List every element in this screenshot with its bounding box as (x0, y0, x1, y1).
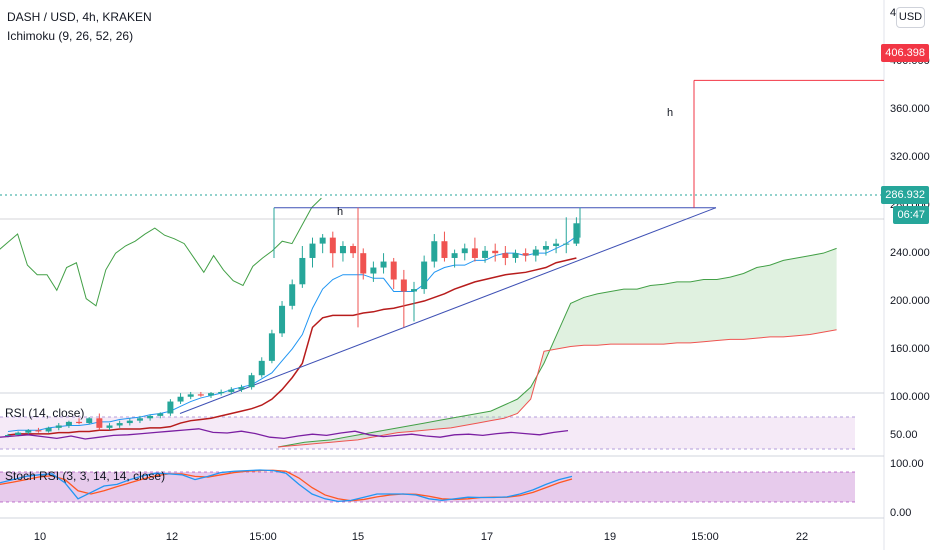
candle-body (451, 253, 458, 258)
candle-body (147, 415, 154, 419)
x-tick-label: 15:00 (691, 531, 719, 543)
candle-body (542, 246, 549, 250)
current-price-badge: 286.932 (881, 186, 929, 204)
leading-span-a (277, 247, 837, 448)
price-tick-label: 240.000 (890, 247, 930, 259)
candle-body (350, 246, 357, 254)
candle-body (5, 435, 11, 437)
candle-body (289, 284, 296, 306)
candle-body (187, 394, 194, 397)
candle-body (218, 391, 225, 394)
candle-body (15, 432, 22, 436)
x-tick-label: 15 (352, 531, 364, 543)
x-tick-label: 12 (166, 531, 178, 543)
candle-body (553, 243, 560, 246)
price-tick-label: 4 (890, 7, 896, 19)
ichimoku-cloud (278, 248, 837, 447)
price-tick-label: 160.000 (890, 343, 930, 355)
candle-body (167, 401, 174, 414)
candle-body (339, 246, 346, 254)
candle-body (573, 223, 580, 244)
candle-body (65, 421, 72, 426)
candle-body (532, 249, 539, 256)
countdown-badge: 06:47 (893, 206, 929, 224)
candle-body (360, 253, 367, 274)
candle-body (157, 413, 164, 416)
candle-body (238, 387, 245, 390)
candle-body (126, 420, 133, 424)
candle-body (370, 267, 377, 274)
height-label-right: h (667, 107, 673, 119)
candle-body (502, 253, 509, 258)
conversion-line (7, 236, 577, 432)
candle-body (390, 261, 397, 280)
candle-body (482, 250, 489, 258)
price-tick-label: 320.000 (890, 151, 930, 163)
candle-body (319, 237, 326, 244)
x-tick-label: 17 (481, 531, 493, 543)
candle-body (116, 423, 123, 426)
currency-button[interactable]: USD (896, 7, 925, 28)
x-tick-label: 15:00 (249, 531, 277, 543)
x-tick-label: 10 (34, 531, 46, 543)
candle-body (471, 248, 478, 258)
candle-body (522, 253, 529, 256)
candle-body (512, 253, 519, 258)
candle-body (441, 241, 448, 258)
candle-body (197, 394, 204, 396)
price-tick-label: 360.000 (890, 103, 930, 115)
candle-body (461, 248, 468, 254)
stoch-rsi-label: Stoch RSI (3, 3, 14, 14, close) (5, 469, 166, 483)
base-line (7, 257, 577, 436)
candle-body (299, 257, 306, 285)
candle-body (136, 418, 143, 421)
candle-body (329, 237, 336, 254)
price-tick-label: 200.000 (890, 295, 930, 307)
candle-body (55, 425, 62, 428)
candle-body (208, 393, 214, 396)
stoch-tick-label: 0.00 (890, 507, 911, 519)
lagging-span (0, 197, 322, 307)
candle-body (279, 305, 286, 334)
ascending-trendline (179, 207, 717, 414)
candle-body (25, 430, 32, 433)
candle-body (106, 425, 113, 428)
candle-body (411, 289, 417, 292)
stoch-band (0, 472, 855, 502)
indicator-title: Ichimoku (9, 26, 52, 26) (7, 29, 134, 43)
rsi-tick-label: 50.00 (890, 429, 918, 441)
symbol-title: DASH / USD, 4h, KRAKEN (7, 10, 152, 24)
candle-body (258, 360, 265, 376)
leading-span-b (277, 329, 837, 448)
price-tick-label: 100.000 (890, 391, 930, 403)
candle-body (563, 243, 570, 245)
candle-body (45, 427, 52, 432)
candle-body (177, 396, 184, 402)
candle-body (431, 241, 438, 262)
candle-body (96, 418, 103, 428)
candle-body (248, 375, 255, 388)
rsi-line (0, 428, 569, 440)
candle-body (35, 430, 42, 432)
stoch-k-line (0, 469, 573, 503)
candle-body (76, 421, 83, 424)
height-label-left: h (337, 206, 343, 218)
candle-body (268, 333, 275, 361)
candle-body (492, 250, 499, 254)
x-tick-label: 19 (604, 531, 616, 543)
candle-body (228, 389, 235, 392)
stoch-tick-label: 100.00 (890, 458, 924, 470)
candle-body (309, 243, 316, 258)
target-price-badge: 406.398 (881, 44, 929, 62)
x-tick-label: 22 (796, 531, 808, 543)
candle-body (86, 418, 93, 424)
candle-body (380, 261, 387, 268)
candle-body (421, 261, 428, 290)
rsi-label: RSI (14, close) (5, 406, 85, 420)
candle-body (400, 279, 407, 292)
